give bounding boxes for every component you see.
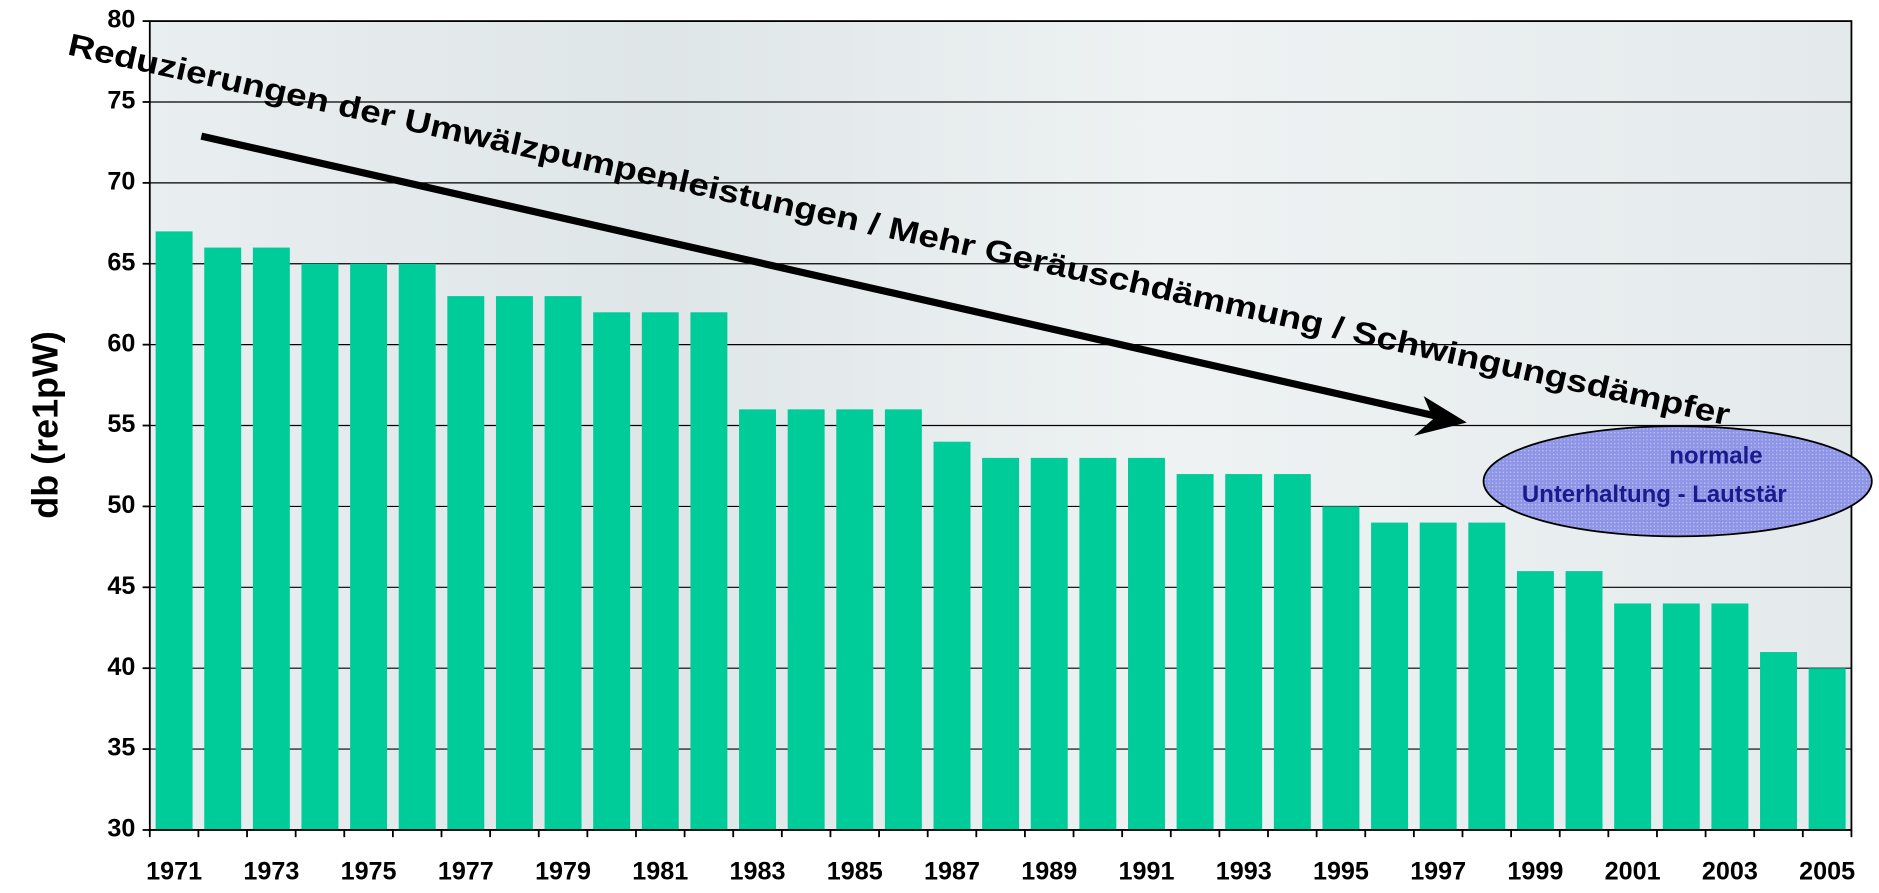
bar	[495, 296, 533, 830]
bar	[787, 409, 825, 830]
bar	[1711, 603, 1749, 830]
bar	[1808, 668, 1846, 830]
bar	[836, 409, 874, 830]
note-text: normale	[1669, 443, 1762, 470]
bar	[1225, 474, 1263, 830]
y-tick-label: 70	[107, 168, 135, 196]
bar	[301, 263, 339, 830]
note-ellipse	[1482, 425, 1873, 538]
x-tick-label: 2003	[1702, 858, 1758, 886]
y-tick-label: 40	[107, 653, 135, 681]
y-tick-label: 60	[107, 329, 135, 357]
bar	[690, 312, 728, 830]
bar	[1760, 652, 1797, 830]
y-tick-label: 75	[107, 87, 135, 115]
plot-border	[148, 20, 1853, 831]
bar	[1662, 603, 1700, 830]
bar	[1614, 603, 1652, 830]
y-tick-label: 30	[107, 815, 135, 843]
trend-arrow	[200, 132, 1439, 421]
x-tick-label: 1993	[1216, 858, 1272, 886]
bar	[204, 247, 242, 830]
x-tick-label: 1987	[924, 858, 980, 886]
x-tick-label: 1981	[632, 858, 688, 886]
x-tick-label: 1997	[1410, 858, 1466, 886]
bar	[1565, 571, 1603, 830]
x-tick-label: 1979	[535, 858, 591, 886]
bar	[252, 247, 290, 830]
bar	[641, 312, 679, 830]
bar	[1176, 474, 1214, 830]
bar	[155, 231, 193, 830]
x-tick-label: 1989	[1021, 858, 1077, 886]
x-tick-label: 1991	[1118, 858, 1174, 886]
x-tick-label: 1971	[146, 858, 202, 886]
bar	[1030, 457, 1068, 830]
x-tick-label: 1973	[243, 858, 299, 886]
bar	[1079, 457, 1117, 830]
bar	[544, 296, 582, 830]
x-tick-label: 1983	[730, 858, 786, 886]
trend-arrowhead	[1414, 396, 1467, 436]
x-tick-label: 2005	[1799, 858, 1855, 886]
y-tick-label: 45	[107, 572, 135, 600]
x-tick-label: 1977	[438, 858, 494, 886]
y-tick-label: 65	[107, 248, 135, 276]
bar	[447, 296, 485, 830]
note-text: Unterhaltung - Lautstär	[1522, 481, 1787, 508]
bar	[739, 409, 776, 830]
bar	[398, 263, 436, 830]
x-tick-label: 2001	[1605, 858, 1661, 886]
y-tick-label: 50	[107, 491, 135, 519]
bar	[593, 312, 631, 830]
bar	[933, 441, 971, 830]
x-tick-label: 1975	[341, 858, 397, 886]
bar	[884, 409, 922, 830]
y-tick-label: 35	[107, 734, 135, 762]
bar	[1322, 506, 1360, 830]
bar	[1468, 522, 1506, 830]
bar	[1273, 474, 1311, 830]
bar	[1127, 457, 1165, 830]
bar	[982, 457, 1020, 830]
bar	[350, 263, 388, 830]
bar	[1419, 522, 1457, 830]
x-tick-label: 1995	[1313, 858, 1369, 886]
x-tick-label: 1999	[1507, 858, 1563, 886]
x-tick-label: 1985	[827, 858, 883, 886]
y-tick-label: 80	[107, 6, 135, 34]
y-tick-label: 55	[107, 410, 135, 438]
bar	[1371, 522, 1409, 830]
y-axis-label: db (re1pW)	[24, 331, 65, 519]
bar	[1516, 571, 1554, 830]
